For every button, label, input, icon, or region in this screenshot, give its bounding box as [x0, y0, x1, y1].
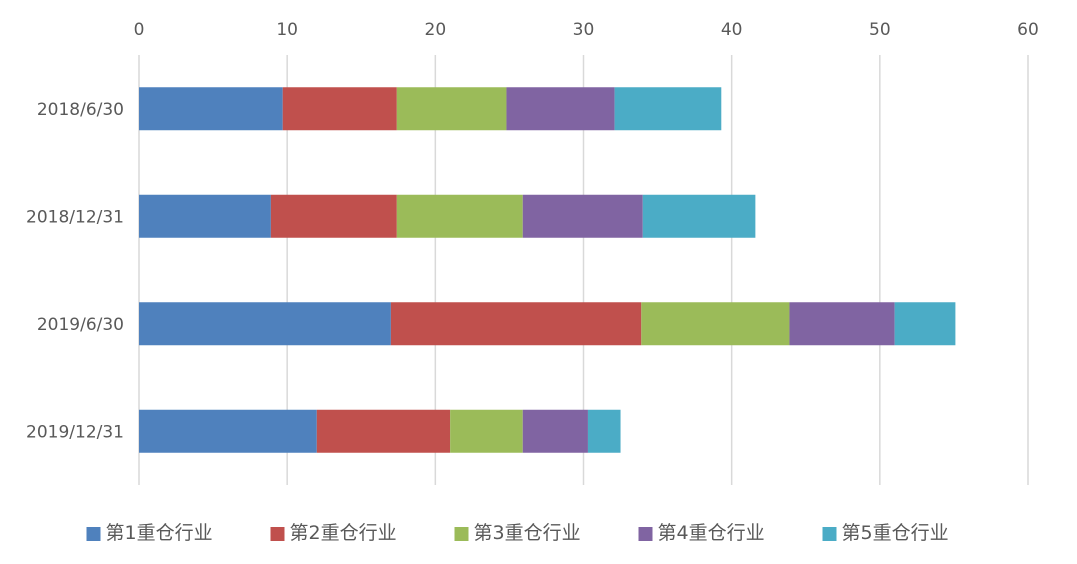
bar-segment-series-3-1 — [396, 194, 523, 238]
bar-segment-series-1-1 — [139, 194, 271, 238]
bar-segment-series-4-0 — [506, 87, 615, 131]
bar-segment-series-3-0 — [396, 87, 507, 131]
legend-swatch-2 — [270, 527, 285, 541]
category-label: 2019/6/30 — [37, 315, 124, 335]
y-axis-category-labels: 2018/6/30 2018/12/31 2019/6/30 2019/12/31 — [26, 100, 124, 443]
legend-label: 第5重仓行业 — [842, 522, 949, 544]
legend-label: 第2重仓行业 — [290, 522, 397, 544]
x-tick-label: 20 — [425, 20, 447, 40]
x-tick-label: 50 — [869, 20, 891, 40]
bar-segment-series-2-1 — [270, 194, 397, 238]
bar-segment-series-4-3 — [522, 409, 588, 453]
legend-swatch-1 — [86, 527, 101, 541]
legend: 第1重仓行业 第2重仓行业 第3重仓行业 第4重仓行业 第5重仓行业 — [86, 522, 949, 544]
x-tick-label: 10 — [276, 20, 298, 40]
bars — [139, 87, 956, 453]
bar-segment-series-2-0 — [282, 87, 397, 131]
x-tick-label: 40 — [721, 20, 743, 40]
legend-label: 第3重仓行业 — [474, 522, 581, 544]
category-label: 2018/12/31 — [26, 207, 124, 227]
bar-segment-series-5-2 — [894, 302, 956, 346]
x-tick-label: 30 — [573, 20, 595, 40]
bar-segment-series-5-0 — [614, 87, 722, 131]
x-tick-label: 0 — [134, 20, 145, 40]
bar-segment-series-1-3 — [139, 409, 317, 453]
bar-segment-series-5-3 — [587, 409, 621, 453]
bar-segment-series-2-3 — [316, 409, 451, 453]
bar-segment-series-1-0 — [139, 87, 283, 131]
category-label: 2019/12/31 — [26, 422, 124, 442]
bar-segment-series-4-2 — [789, 302, 895, 346]
bar-segment-series-3-2 — [641, 302, 790, 346]
legend-swatch-4 — [638, 527, 653, 541]
x-axis-tick-labels: 0 10 20 30 40 50 60 — [134, 20, 1039, 40]
bar-segment-series-1-2 — [139, 302, 391, 346]
category-label: 2018/6/30 — [37, 100, 124, 120]
bar-segment-series-3-3 — [450, 409, 523, 453]
legend-swatch-3 — [454, 527, 469, 541]
bar-segment-series-4-1 — [522, 194, 643, 238]
bar-segment-series-2-2 — [390, 302, 642, 346]
legend-swatch-5 — [822, 527, 837, 541]
x-tick-label: 60 — [1017, 20, 1039, 40]
bar-segment-series-5-1 — [642, 194, 756, 238]
legend-label: 第1重仓行业 — [106, 522, 213, 544]
legend-label: 第4重仓行业 — [658, 522, 765, 544]
